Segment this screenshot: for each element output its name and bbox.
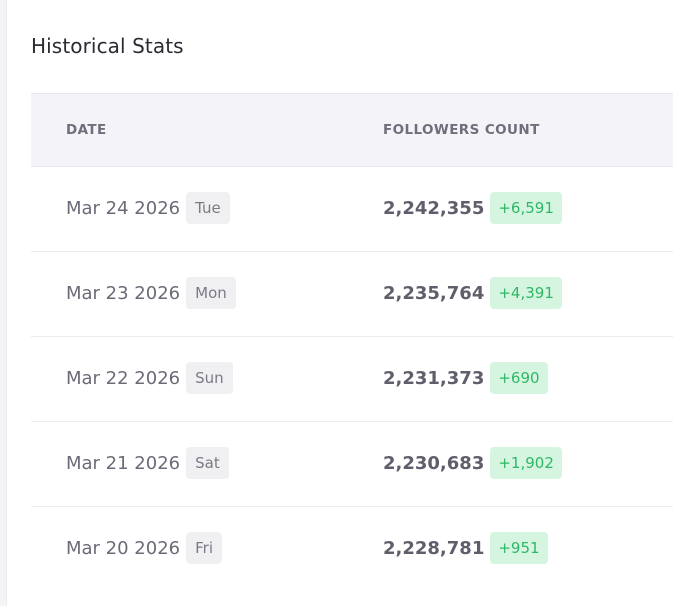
- followers-count: 2,230,683: [383, 452, 485, 474]
- change-badge: +690: [490, 362, 548, 394]
- followers-cell: 2,242,355 +6,591: [383, 192, 562, 224]
- change-badge: +1,902: [490, 447, 562, 479]
- historical-stats-card: Historical Stats DATE FOLLOWERS COUNT Ma…: [6, 0, 673, 606]
- date-cell: Mar 23 2026 Mon: [66, 277, 236, 309]
- card-title: Historical Stats: [31, 34, 184, 58]
- followers-cell: 2,230,683 +1,902: [383, 447, 562, 479]
- followers-count: 2,235,764: [383, 282, 485, 304]
- date-text: Mar 24 2026: [66, 197, 181, 219]
- table-row: Mar 22 2026 Sun 2,231,373 +690: [31, 337, 673, 422]
- weekday-badge: Tue: [186, 192, 230, 224]
- date-text: Mar 23 2026: [66, 282, 181, 304]
- table-row: Mar 24 2026 Tue 2,242,355 +6,591: [31, 167, 673, 252]
- followers-count: 2,231,373: [383, 367, 485, 389]
- change-badge: +951: [490, 532, 548, 564]
- change-badge: +6,591: [490, 192, 562, 224]
- column-header-followers: FOLLOWERS COUNT: [383, 122, 540, 138]
- date-cell: Mar 21 2026 Sat: [66, 447, 229, 479]
- table-row: Mar 21 2026 Sat 2,230,683 +1,902: [31, 422, 673, 507]
- date-cell: Mar 20 2026 Fri: [66, 532, 222, 564]
- date-cell: Mar 24 2026 Tue: [66, 192, 230, 224]
- date-text: Mar 22 2026: [66, 367, 181, 389]
- followers-count: 2,242,355: [383, 197, 485, 219]
- table-row: Mar 20 2026 Fri 2,228,781 +951: [31, 507, 673, 591]
- change-badge: +4,391: [490, 277, 562, 309]
- table-row: Mar 23 2026 Mon 2,235,764 +4,391: [31, 252, 673, 337]
- column-header-date: DATE: [66, 122, 107, 138]
- table-header: DATE FOLLOWERS COUNT: [31, 93, 673, 167]
- date-text: Mar 21 2026: [66, 452, 181, 474]
- date-text: Mar 20 2026: [66, 537, 181, 559]
- weekday-badge: Sun: [186, 362, 233, 394]
- weekday-badge: Fri: [186, 532, 222, 564]
- weekday-badge: Sat: [186, 447, 229, 479]
- weekday-badge: Mon: [186, 277, 236, 309]
- followers-cell: 2,231,373 +690: [383, 362, 548, 394]
- followers-count: 2,228,781: [383, 537, 485, 559]
- date-cell: Mar 22 2026 Sun: [66, 362, 233, 394]
- stats-table: DATE FOLLOWERS COUNT Mar 24 2026 Tue 2,2…: [31, 93, 673, 591]
- followers-cell: 2,235,764 +4,391: [383, 277, 562, 309]
- followers-cell: 2,228,781 +951: [383, 532, 548, 564]
